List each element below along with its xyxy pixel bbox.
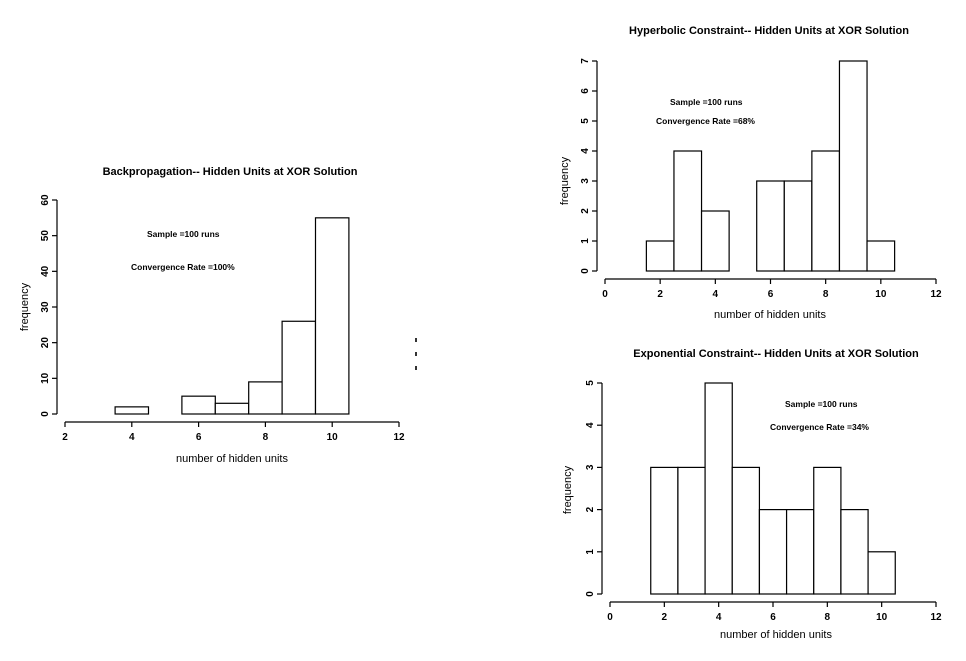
convergence-rate-annotation: Convergence Rate =100% — [131, 262, 235, 272]
convergence-rate-annotation: Convergence Rate =68% — [656, 116, 755, 126]
y-axis-label: frequency — [559, 156, 571, 205]
histogram-panel-backprop: Backpropagation-- Hidden Units at XOR So… — [19, 166, 405, 465]
y-tick-label: 5 — [580, 118, 591, 124]
chart-title: Exponential Constraint-- Hidden Units at… — [633, 348, 919, 360]
histogram-bar — [840, 509, 869, 595]
histogram-bar — [677, 466, 706, 595]
histogram-panel-hyperbolic: Hyperbolic Constraint-- Hidden Units at … — [559, 25, 942, 321]
x-tick-label: 0 — [607, 612, 613, 623]
chart-title: Hyperbolic Constraint-- Hidden Units at … — [629, 25, 909, 37]
y-axis-label: frequency — [19, 282, 31, 331]
scan-artifact-marks — [415, 338, 417, 370]
histogram-panel-exponential: Exponential Constraint-- Hidden Units at… — [562, 348, 942, 641]
y-tick-label: 4 — [585, 422, 596, 428]
y-tick-label: 1 — [585, 549, 596, 555]
histogram-bar — [811, 150, 841, 272]
y-tick-label: 30 — [40, 301, 51, 313]
y-tick-label: 2 — [580, 208, 591, 214]
x-axis-label: number of hidden units — [720, 629, 832, 641]
histogram-bar — [214, 402, 250, 415]
histogram-bar — [813, 466, 842, 595]
x-tick-label: 12 — [930, 612, 942, 623]
x-tick-label: 8 — [263, 432, 269, 443]
x-tick-label: 8 — [823, 289, 829, 300]
x-tick-label: 2 — [662, 612, 668, 623]
x-axis-label: number of hidden units — [714, 309, 826, 321]
histogram-bar — [314, 217, 350, 415]
x-tick-label: 4 — [129, 432, 135, 443]
x-tick-label: 10 — [875, 289, 887, 300]
y-tick-label: 0 — [40, 411, 51, 417]
histogram-bar — [700, 210, 730, 272]
histogram-bar — [756, 180, 785, 272]
histogram-bar — [785, 509, 815, 595]
y-tick-label: 0 — [580, 268, 591, 274]
y-tick-label: 6 — [580, 88, 591, 94]
x-tick-label: 2 — [62, 432, 68, 443]
y-tick-label: 7 — [580, 58, 591, 64]
x-tick-label: 12 — [930, 289, 942, 300]
histogram-bar — [838, 60, 868, 272]
convergence-rate-annotation: Convergence Rate =34% — [770, 422, 869, 432]
histogram-bar — [673, 150, 703, 272]
x-tick-label: 2 — [657, 289, 663, 300]
y-tick-label: 40 — [40, 265, 51, 277]
x-tick-label: 6 — [770, 612, 776, 623]
scan-artifact-dot — [415, 366, 417, 370]
y-tick-label: 4 — [580, 148, 591, 154]
histogram-bar — [758, 509, 788, 595]
histogram-bar — [866, 240, 896, 272]
y-tick-label: 10 — [40, 372, 51, 384]
x-tick-label: 6 — [768, 289, 774, 300]
histogram-bar — [248, 381, 283, 415]
sample-size-annotation: Sample =100 runs — [147, 229, 220, 239]
x-tick-label: 10 — [876, 612, 888, 623]
histogram-bar — [645, 240, 675, 272]
y-tick-label: 0 — [585, 591, 596, 597]
x-tick-label: 8 — [825, 612, 831, 623]
histogram-bar — [281, 320, 317, 415]
histogram-bar — [731, 466, 761, 595]
y-tick-label: 2 — [585, 506, 596, 512]
y-tick-label: 20 — [40, 337, 51, 349]
y-tick-label: 5 — [585, 380, 596, 386]
sample-size-annotation: Sample =100 runs — [785, 399, 858, 409]
x-tick-label: 12 — [393, 432, 405, 443]
sample-size-annotation: Sample =100 runs — [670, 97, 743, 107]
chart-title: Backpropagation-- Hidden Units at XOR So… — [103, 166, 358, 178]
scan-artifact-dot — [415, 338, 417, 342]
histogram-bar — [783, 180, 813, 272]
histogram-bar — [114, 406, 150, 415]
x-axis-label: number of hidden units — [176, 453, 288, 465]
histogram-bar — [704, 382, 733, 595]
histogram-bar — [181, 395, 216, 415]
y-tick-label: 3 — [580, 178, 591, 184]
x-tick-label: 6 — [196, 432, 202, 443]
histogram-bar — [867, 551, 896, 595]
y-axis-label: frequency — [562, 465, 574, 514]
x-tick-label: 10 — [327, 432, 339, 443]
y-tick-label: 3 — [585, 464, 596, 470]
x-tick-label: 4 — [716, 612, 722, 623]
histogram-bar — [650, 466, 679, 595]
x-tick-label: 4 — [713, 289, 719, 300]
y-tick-label: 50 — [40, 230, 51, 242]
y-tick-label: 1 — [580, 238, 591, 244]
x-tick-label: 0 — [602, 289, 608, 300]
y-tick-label: 60 — [40, 194, 51, 206]
scan-artifact-dot — [415, 352, 417, 356]
